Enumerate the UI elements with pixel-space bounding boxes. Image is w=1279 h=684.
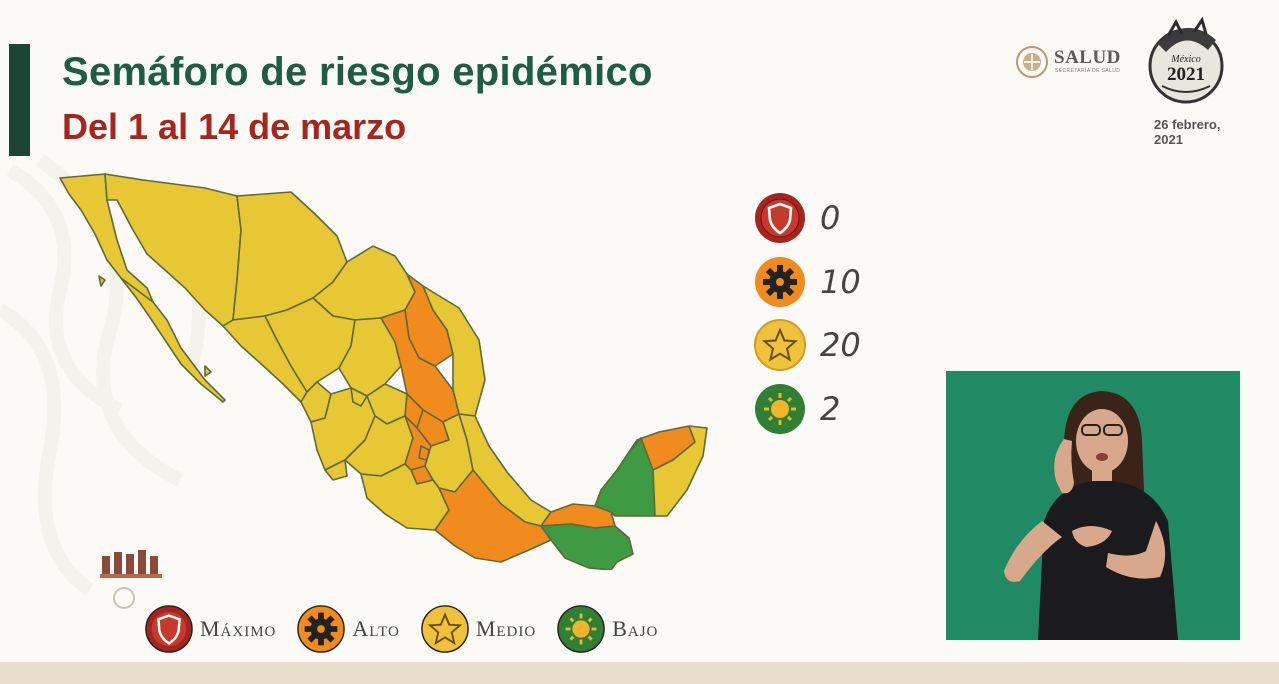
historic-figures-logo: [100, 550, 162, 609]
salud-logo: [1016, 46, 1048, 78]
legend-label-maximo: Máximo: [200, 616, 277, 641]
state-baja-california-sur: [120, 277, 226, 403]
mexico-2021-seal: México 2021: [1148, 16, 1224, 104]
footer-strip: [0, 662, 1279, 684]
risk-legend: Máximo Alto: [144, 604, 678, 654]
interpreter-figure: [946, 371, 1240, 640]
legend-item-alto: Alto: [296, 604, 399, 654]
island: [98, 275, 106, 287]
state-aguascalientes: [350, 387, 368, 407]
count-row-maximo: 0: [754, 192, 840, 244]
state-chiapas: [540, 523, 634, 570]
state-colima: [324, 459, 348, 481]
count-alto: 10: [820, 263, 861, 301]
sun-icon: [755, 384, 805, 434]
legend-item-maximo: Máximo: [144, 604, 276, 654]
brand-name: SALUD: [1054, 47, 1121, 68]
brand-subtitle: SECRETARÍA DE SALUD: [1055, 68, 1121, 74]
shield-icon: [755, 193, 805, 243]
legend-item-medio: Medio: [420, 604, 536, 654]
count-row-medio: 20: [754, 319, 861, 371]
island: [204, 365, 212, 377]
gear-icon: [755, 257, 805, 307]
legend-label-bajo: Bajo: [612, 616, 659, 641]
legend-label-alto: Alto: [352, 616, 400, 641]
sun-icon: [557, 605, 606, 653]
gear-icon: [297, 605, 346, 653]
svg-text:México: México: [1170, 54, 1200, 65]
page-subtitle: Del 1 al 14 de marzo: [62, 106, 407, 147]
page-title: Semáforo de riesgo epidémico: [62, 50, 653, 94]
shield-icon: [145, 605, 193, 653]
mexico-risk-map: [59, 173, 708, 570]
count-bajo: 2: [820, 390, 841, 428]
legend-item-bajo: Bajo: [556, 604, 658, 654]
count-row-bajo: 2: [754, 383, 840, 435]
star-icon: [754, 319, 806, 371]
sign-language-interpreter-video: [946, 371, 1240, 640]
count-maximo: 0: [820, 199, 841, 237]
count-medio: 20: [820, 326, 861, 364]
accent-bar: [9, 44, 30, 156]
star-icon: [421, 605, 469, 653]
state-sonora: [104, 173, 242, 327]
state-quintana-roo: [652, 425, 708, 517]
svg-text:2021: 2021: [1167, 64, 1205, 85]
legend-label-medio: Medio: [475, 616, 537, 641]
presentation-date: 26 febrero, 2021: [1154, 117, 1221, 147]
count-row-alto: 10: [754, 256, 861, 308]
